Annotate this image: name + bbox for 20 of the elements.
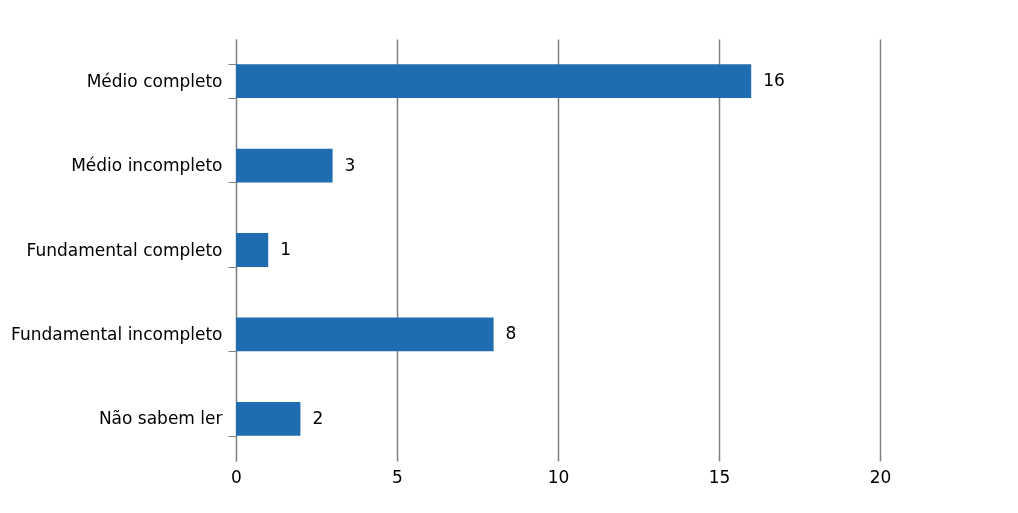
y-tick-label: Fundamental incompleto [11,323,223,344]
y-tick-label: Fundamental completo [26,239,223,260]
bar [236,317,494,352]
data-label: 1 [280,239,292,259]
x-tick-label: 5 [392,466,403,487]
bar [236,401,301,436]
y-tick-label: Médio completo [86,70,223,91]
data-label: 8 [505,323,517,344]
data-label: 16 [763,70,785,91]
data-label: 2 [312,407,324,428]
bar [236,148,333,183]
y-tick-label: Médio incompleto [71,155,223,176]
x-tick-label: 20 [869,466,892,487]
x-tick-label: 15 [708,466,731,487]
y-tick-label: Não sabem ler [98,408,223,429]
bar [236,233,269,267]
x-tick-label: 0 [231,466,242,487]
data-label: 3 [344,154,356,175]
x-tick-label: 10 [547,466,570,487]
bar [236,64,752,99]
